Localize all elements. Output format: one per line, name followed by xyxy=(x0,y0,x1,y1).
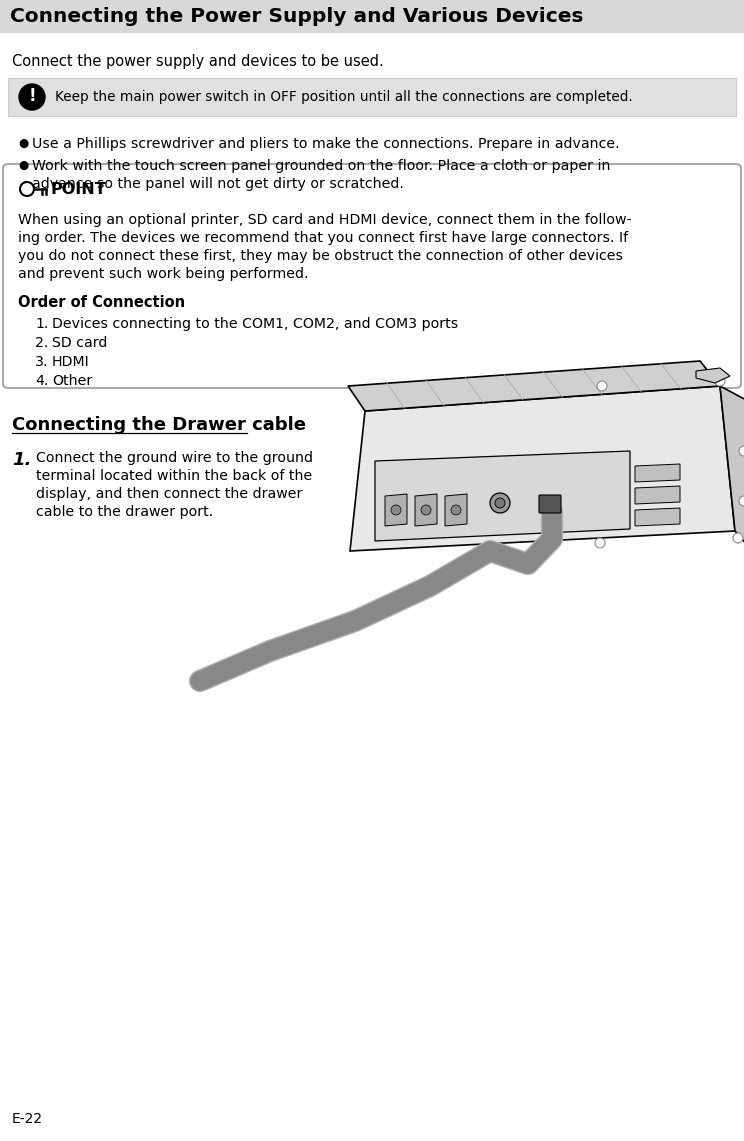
Circle shape xyxy=(733,533,743,543)
Text: Use a Phillips screwdriver and pliers to make the connections. Prepare in advanc: Use a Phillips screwdriver and pliers to… xyxy=(32,137,620,151)
Text: 3.: 3. xyxy=(35,355,48,369)
Text: HDMI: HDMI xyxy=(52,355,90,369)
Circle shape xyxy=(495,497,505,508)
Circle shape xyxy=(739,446,744,456)
Text: display, and then connect the drawer: display, and then connect the drawer xyxy=(36,487,302,501)
Text: When using an optional printer, SD card and HDMI device, connect them in the fol: When using an optional printer, SD card … xyxy=(18,213,632,227)
Polygon shape xyxy=(350,386,735,551)
Text: ●: ● xyxy=(18,137,28,149)
Text: 2.: 2. xyxy=(35,335,48,350)
Text: Other: Other xyxy=(52,374,92,388)
Circle shape xyxy=(597,381,607,391)
Polygon shape xyxy=(720,386,744,547)
FancyBboxPatch shape xyxy=(8,78,736,116)
Circle shape xyxy=(451,505,461,515)
Text: Connecting the Drawer cable: Connecting the Drawer cable xyxy=(12,416,306,434)
Text: ing order. The devices we recommend that you connect first have large connectors: ing order. The devices we recommend that… xyxy=(18,230,628,245)
Polygon shape xyxy=(385,494,407,526)
Text: advance so the panel will not get dirty or scratched.: advance so the panel will not get dirty … xyxy=(32,177,404,191)
Text: ●: ● xyxy=(18,159,28,172)
FancyBboxPatch shape xyxy=(539,495,561,513)
Text: E-22: E-22 xyxy=(12,1112,43,1126)
Polygon shape xyxy=(375,451,630,541)
Polygon shape xyxy=(696,369,730,383)
Circle shape xyxy=(391,505,401,515)
Polygon shape xyxy=(635,486,680,504)
Circle shape xyxy=(421,505,431,515)
Circle shape xyxy=(715,377,725,386)
Text: Work with the touch screen panel grounded on the floor. Place a cloth or paper i: Work with the touch screen panel grounde… xyxy=(32,159,611,173)
Text: cable to the drawer port.: cable to the drawer port. xyxy=(36,505,214,519)
Polygon shape xyxy=(348,361,720,411)
Text: SD card: SD card xyxy=(52,335,107,350)
Polygon shape xyxy=(415,494,437,526)
Text: Connecting the Power Supply and Various Devices: Connecting the Power Supply and Various … xyxy=(10,7,583,26)
Circle shape xyxy=(490,493,510,513)
Text: 4.: 4. xyxy=(35,374,48,388)
Circle shape xyxy=(595,539,605,548)
Text: 1.: 1. xyxy=(35,317,48,331)
Polygon shape xyxy=(635,464,680,482)
FancyBboxPatch shape xyxy=(0,0,744,33)
FancyBboxPatch shape xyxy=(3,164,741,388)
Polygon shape xyxy=(445,494,467,526)
Text: and prevent such work being performed.: and prevent such work being performed. xyxy=(18,267,309,281)
Text: 1.: 1. xyxy=(12,451,31,469)
Text: Keep the main power switch in OFF position until all the connections are complet: Keep the main power switch in OFF positi… xyxy=(55,90,632,104)
Polygon shape xyxy=(635,508,680,526)
Text: Connect the power supply and devices to be used.: Connect the power supply and devices to … xyxy=(12,54,384,68)
Text: !: ! xyxy=(28,87,36,105)
Circle shape xyxy=(19,84,45,110)
Text: Devices connecting to the COM1, COM2, and COM3 ports: Devices connecting to the COM1, COM2, an… xyxy=(52,317,458,331)
Circle shape xyxy=(739,496,744,505)
Text: you do not connect these first, they may be obstruct the connection of other dev: you do not connect these first, they may… xyxy=(18,249,623,262)
Text: Connect the ground wire to the ground: Connect the ground wire to the ground xyxy=(36,451,313,466)
Text: terminal located within the back of the: terminal located within the back of the xyxy=(36,469,312,483)
Text: POINT: POINT xyxy=(50,181,106,196)
Text: Order of Connection: Order of Connection xyxy=(18,296,185,310)
